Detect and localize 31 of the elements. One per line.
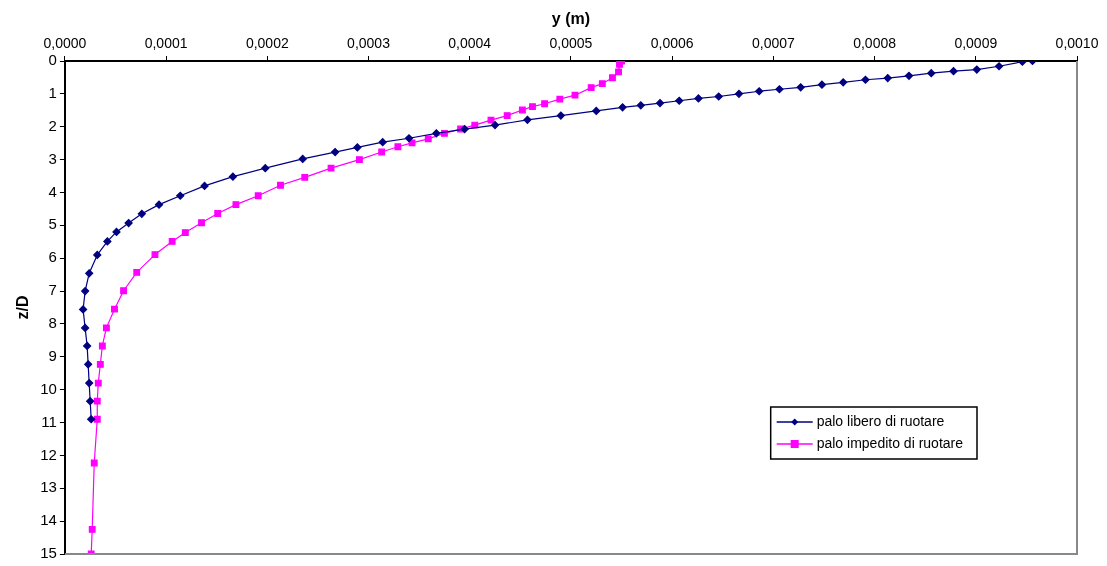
x-tick-label: 0,0010 — [1055, 35, 1099, 52]
y-axis-title: z/D — [14, 295, 32, 320]
y-tick-label: 6 — [48, 248, 57, 266]
y-tick-label: 5 — [48, 215, 57, 233]
y-tick-label: 11 — [41, 412, 57, 430]
y-tick-label: 4 — [48, 182, 57, 200]
x-tick-label: 0,0007 — [751, 35, 795, 52]
y-tick-label: 2 — [48, 116, 57, 134]
x-tick-label: 0,0005 — [549, 35, 593, 52]
y-tick-label: 1 — [48, 84, 57, 102]
y-tick-label: 13 — [40, 478, 57, 496]
y-tick-label: 9 — [48, 346, 57, 364]
legend-label: palo impedito di ruotare — [816, 434, 964, 451]
x-tick-label: 0,0001 — [144, 35, 188, 52]
x-tick-label: 0,0004 — [448, 35, 492, 52]
legend-label: palo libero di ruotare — [816, 412, 945, 429]
x-tick-label: 0,0009 — [954, 35, 998, 52]
y-tick-label: 8 — [48, 314, 57, 332]
x-tick-label: 0,0006 — [650, 35, 694, 52]
x-tick-label: 0,0000 — [43, 35, 87, 52]
y-tick-label: 10 — [40, 379, 57, 397]
y-tick-label: 12 — [40, 445, 57, 463]
x-tick-label: 0,0002 — [245, 35, 289, 52]
y-tick-label: 7 — [48, 281, 57, 299]
x-tick-label: 0,0003 — [347, 35, 391, 52]
x-tick-label: 0,0008 — [853, 35, 897, 52]
x-axis-title: y (m) — [551, 10, 591, 28]
y-tick-label: 3 — [48, 149, 57, 167]
y-tick-label: 15 — [40, 544, 57, 562]
y-tick-label: 0 — [48, 51, 57, 69]
y-tick-label: 14 — [40, 511, 57, 529]
